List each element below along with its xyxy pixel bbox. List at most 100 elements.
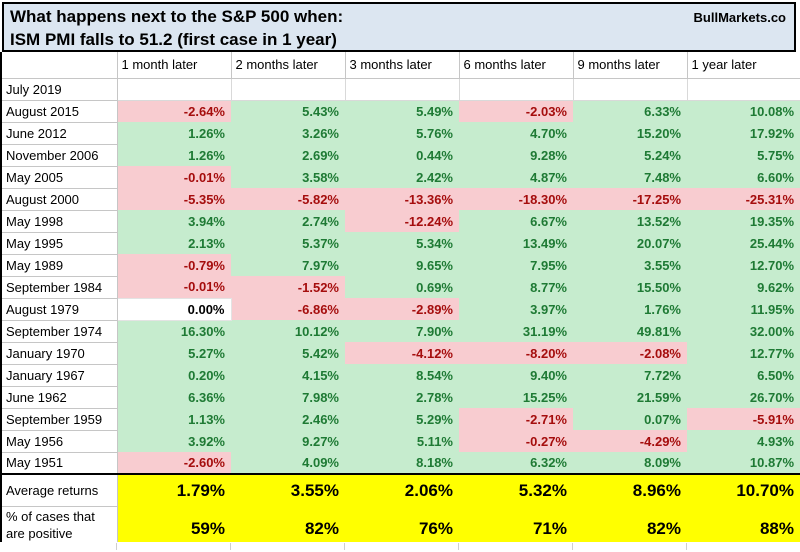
- percent-positive-value: 82%: [231, 506, 345, 544]
- cell-value: -0.01%: [117, 166, 231, 188]
- cell-value: -2.08%: [573, 342, 687, 364]
- percent-positive-value: 59%: [117, 506, 231, 544]
- cell-value: -6.86%: [231, 298, 345, 320]
- table-row: June 2012 1.26% 3.26% 5.76% 4.70% 15.20% 17.92…: [0, 121, 800, 145]
- cell-value: 1.26%: [117, 144, 231, 166]
- table-row: November 2006 1.26% 2.69% 0.44% 9.28% 5.24% 5.…: [0, 143, 800, 167]
- cell-value: 7.90%: [345, 320, 459, 342]
- row-label: January 1967: [0, 363, 118, 387]
- table-row: September 1984 -0.01% -1.52% 0.69% 8.77% 15.5…: [0, 275, 800, 299]
- cell-value: 12.77%: [687, 342, 800, 364]
- table-row: January 1970 5.27% 5.42% -4.12% -8.20% -2.08%…: [0, 341, 800, 365]
- row-label: May 1995: [0, 231, 118, 255]
- cell-value: 5.27%: [117, 342, 231, 364]
- cell-value: 13.49%: [459, 232, 573, 254]
- cell-value: 31.19%: [459, 320, 573, 342]
- cell-value: 6.32%: [459, 452, 573, 474]
- cell-value: 1.76%: [573, 298, 687, 320]
- cell-value: 0.44%: [345, 144, 459, 166]
- cell-value: 6.33%: [573, 100, 687, 122]
- cell-value: 7.95%: [459, 254, 573, 276]
- cell-value: -4.29%: [573, 430, 687, 452]
- percent-positive-row: % of cases that are positive 59% 82% 76% 71% 8…: [0, 506, 800, 544]
- average-value: 5.32%: [459, 473, 573, 506]
- title-box: What happens next to the S&P 500 when: I…: [2, 2, 796, 52]
- cell-value: 5.42%: [231, 342, 345, 364]
- cell-value: 6.67%: [459, 210, 573, 232]
- percent-positive-value: 71%: [459, 506, 573, 544]
- cell-value: -2.71%: [459, 408, 573, 430]
- row-label: August 2015: [0, 99, 118, 123]
- column-header: 1 month later: [116, 52, 232, 79]
- table-row: May 2005 -0.01% 3.58% 2.42% 4.87% 7.48% 6.60%: [0, 165, 800, 189]
- gridline-tick: [116, 543, 117, 550]
- cell-value: 11.95%: [687, 298, 800, 320]
- cell-value: 8.09%: [573, 452, 687, 474]
- cell-value: 3.97%: [459, 298, 573, 320]
- gridline-tick: [458, 543, 459, 550]
- cell-value: [572, 77, 688, 101]
- cell-value: -2.89%: [345, 298, 459, 320]
- cell-value: 2.13%: [117, 232, 231, 254]
- table-row: September 1974 16.30% 10.12% 7.90% 31.19% 49.…: [0, 319, 800, 343]
- cell-value: 2.69%: [231, 144, 345, 166]
- percent-positive-value: 76%: [345, 506, 459, 544]
- cell-value: 10.08%: [687, 100, 800, 122]
- cell-value: 3.55%: [573, 254, 687, 276]
- column-header: 2 months later: [230, 52, 346, 79]
- cell-value: -5.35%: [117, 188, 231, 210]
- table-row: May 1998 3.94% 2.74% -12.24% 6.67% 13.52% 19.3…: [0, 209, 800, 233]
- table-row: January 1967 0.20% 4.15% 8.54% 9.40% 7.72% 6.5…: [0, 363, 800, 387]
- cell-value: 4.93%: [687, 430, 800, 452]
- cell-value: 6.60%: [687, 166, 800, 188]
- cell-value: 8.77%: [459, 276, 573, 298]
- cell-value: -2.60%: [117, 452, 231, 474]
- cell-value: 5.76%: [345, 122, 459, 144]
- cell-value: -17.25%: [573, 188, 687, 210]
- cell-value: -5.82%: [231, 188, 345, 210]
- cell-value: -18.30%: [459, 188, 573, 210]
- cell-value: 6.36%: [117, 386, 231, 408]
- table-row: May 1995 2.13% 5.37% 5.34% 13.49% 20.07% 25.44…: [0, 231, 800, 255]
- cell-value: 9.28%: [459, 144, 573, 166]
- row-label: November 2006: [0, 143, 118, 167]
- cell-value: -5.91%: [687, 408, 800, 430]
- cell-value: 2.42%: [345, 166, 459, 188]
- cell-value: -2.64%: [117, 100, 231, 122]
- cell-value: 9.40%: [459, 364, 573, 386]
- bottom-gridline-strip: [0, 542, 800, 552]
- average-value: 10.70%: [687, 473, 800, 506]
- table-row: July 2019: [0, 77, 800, 101]
- cell-value: 15.25%: [459, 386, 573, 408]
- cell-value: 9.27%: [231, 430, 345, 452]
- cell-value: 3.58%: [231, 166, 345, 188]
- table-row: May 1956 3.92% 9.27% 5.11% -0.27% -4.29% 4.93%: [0, 429, 800, 453]
- returns-table: 1 month later 2 months later 3 months late…: [0, 52, 800, 544]
- gridline-tick: [572, 543, 573, 550]
- cell-value: 7.48%: [573, 166, 687, 188]
- cell-value: -0.79%: [117, 254, 231, 276]
- column-header: 1 year later: [686, 52, 800, 79]
- cell-value: 21.59%: [573, 386, 687, 408]
- corner-cell: [0, 52, 118, 79]
- cell-value: 10.12%: [231, 320, 345, 342]
- cell-value: 8.18%: [345, 452, 459, 474]
- table-row: May 1951 -2.60% 4.09% 8.18% 6.32% 8.09% 10.87%: [0, 451, 800, 475]
- cell-value: 26.70%: [687, 386, 800, 408]
- cell-value: 7.72%: [573, 364, 687, 386]
- brand-watermark: BullMarkets.co: [693, 10, 786, 25]
- column-header: 9 months later: [572, 52, 688, 79]
- average-value: 3.55%: [231, 473, 345, 506]
- cell-value: -12.24%: [345, 210, 459, 232]
- column-header: 6 months later: [458, 52, 574, 79]
- row-label: September 1959: [0, 407, 118, 431]
- cell-value: 15.50%: [573, 276, 687, 298]
- cell-value: 5.11%: [345, 430, 459, 452]
- cell-value: 4.15%: [231, 364, 345, 386]
- cell-value: -2.03%: [459, 100, 573, 122]
- cell-value: 49.81%: [573, 320, 687, 342]
- cell-value: 1.26%: [117, 122, 231, 144]
- cell-value: -8.20%: [459, 342, 573, 364]
- cell-value: 2.78%: [345, 386, 459, 408]
- percent-positive-label-line1: % of cases that: [6, 508, 95, 524]
